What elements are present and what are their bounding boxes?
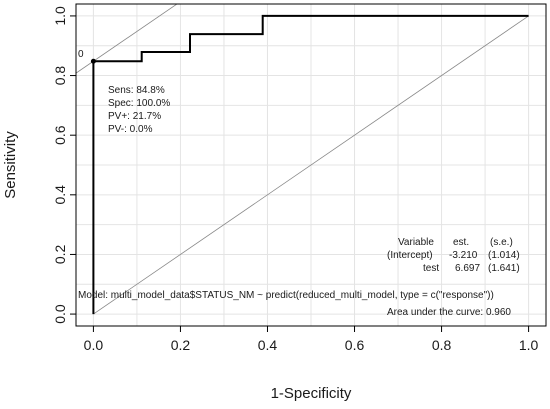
x-tick-label: 0.0 bbox=[84, 337, 104, 353]
y-tick-label: 0.2 bbox=[52, 245, 68, 265]
auc-text: Area under the curve: 0.960 bbox=[387, 307, 511, 318]
x-tick-label: 0.6 bbox=[345, 337, 365, 353]
coef-header-se: (s.e.) bbox=[490, 237, 513, 248]
y-tick-label: 1.0 bbox=[52, 6, 68, 26]
specificity-text: Spec: 100.0% bbox=[108, 98, 170, 109]
coef-row-intercept-se: (1.014) bbox=[488, 250, 520, 261]
coefficient-table: Variable est. (s.e.) (Intercept) -3.210 … bbox=[387, 237, 520, 274]
sensitivity-text: Sens: 84.8% bbox=[108, 85, 165, 96]
optimal-point-annotation: 0 Sens: 84.8% Spec: 100.0% PV+: 21.7% PV… bbox=[78, 49, 170, 135]
npv-text: PV-: 0.0% bbox=[108, 124, 153, 135]
y-tick-label: 0.0 bbox=[52, 304, 68, 324]
optimal-point-marker bbox=[90, 58, 96, 64]
y-tick-label: 0.4 bbox=[52, 185, 68, 205]
y-tick-label: 0.8 bbox=[52, 66, 68, 86]
optimal-tangent-line bbox=[76, 4, 178, 74]
coef-row-test-se: (1.641) bbox=[488, 263, 520, 274]
model-formula-text: Model: multi_model_data$STATUS_NM ~ pred… bbox=[78, 290, 494, 301]
coef-row-intercept-est: -3.210 bbox=[449, 250, 478, 261]
coef-row-test-name: test bbox=[423, 263, 439, 274]
y-axis-title: Sensitivity bbox=[2, 131, 19, 199]
x-tick-label: 0.2 bbox=[171, 337, 191, 353]
x-tick-label: 0.4 bbox=[258, 337, 278, 353]
coef-header-est: est. bbox=[453, 237, 469, 248]
coef-row-intercept-name: (Intercept) bbox=[387, 250, 433, 261]
chance-diagonal-line bbox=[93, 15, 529, 315]
axes: 0.0 0.2 0.4 0.6 0.8 1.0 0.0 0.2 0.4 0.6 0.8 1.0 bbox=[52, 6, 539, 353]
reference-lines bbox=[76, 4, 529, 315]
ppv-text: PV+: 21.7% bbox=[108, 111, 161, 122]
x-tick-label: 0.8 bbox=[432, 337, 452, 353]
roc-curve-line bbox=[92, 14, 529, 315]
optimal-point-label: 0 bbox=[78, 49, 84, 60]
x-tick-label: 1.0 bbox=[519, 337, 539, 353]
coef-header-variable: Variable bbox=[398, 237, 434, 248]
coef-row-test-est: 6.697 bbox=[455, 263, 480, 274]
roc-series bbox=[90, 14, 529, 315]
x-axis-title: 1-Specificity bbox=[271, 385, 352, 402]
y-tick-label: 0.6 bbox=[52, 125, 68, 145]
